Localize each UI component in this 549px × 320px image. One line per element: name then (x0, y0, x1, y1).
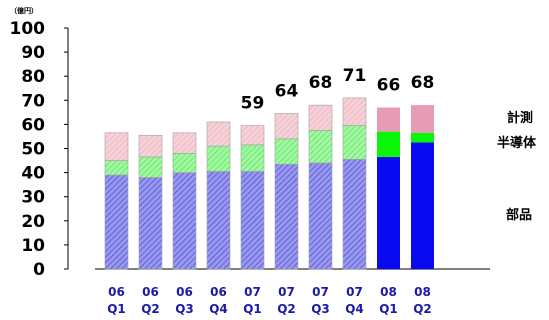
y-tick-label: 80 (21, 67, 45, 87)
bar-segment-parts (172, 172, 197, 270)
bar-segment-measurement (172, 132, 197, 154)
bar-segment-parts (377, 156, 400, 269)
bar-segment-semiconductor (274, 138, 299, 165)
bar-segment-measurement (308, 104, 333, 131)
total-labels: 59 64 68 71 66 68 (241, 66, 435, 114)
x-tick-label-year: 07 (346, 285, 363, 299)
bar-segment-parts (138, 177, 163, 270)
bar-segment-measurement (342, 97, 367, 126)
bar-segment-measurement (138, 134, 163, 158)
bar-segment-measurement (274, 113, 299, 140)
bar-segment-semiconductor (411, 132, 434, 143)
x-tick-label-year: 07 (278, 285, 295, 299)
bar-segment-semiconductor (240, 144, 265, 172)
y-tick-label: 30 (21, 188, 45, 208)
y-unit-label: （億円） (10, 6, 38, 15)
bar-segment-parts (104, 174, 129, 270)
bar-segment-measurement (104, 132, 129, 161)
y-tick-label: 0 (33, 260, 45, 280)
x-tick-label-quarter: Q3 (175, 302, 194, 316)
y-tick-labels: 0 10 20 30 40 50 60 70 80 90 100 (10, 19, 68, 280)
x-tick-label-quarter: Q1 (243, 302, 262, 316)
total-label: 68 (411, 73, 435, 93)
series-label-measurement: 計測 (507, 110, 533, 126)
x-tick-label-quarter: Q4 (345, 302, 364, 316)
total-label: 66 (377, 76, 401, 96)
x-tick-label-year: 06 (142, 285, 159, 299)
bar-segment-measurement (240, 125, 265, 146)
bar-segment-measurement (206, 121, 231, 147)
bar-segment-parts (274, 163, 299, 270)
total-label: 68 (309, 73, 333, 93)
bar-segment-parts (411, 142, 434, 269)
y-tick-label: 10 (21, 236, 45, 256)
bar-segment-semiconductor (308, 130, 333, 164)
bar-segment-semiconductor (342, 125, 367, 160)
bar-segment-parts (240, 171, 265, 270)
bar-segment-semiconductor (172, 153, 197, 173)
x-tick-labels: 06 Q1 06 Q2 06 Q3 06 Q4 07 Q1 07 Q2 07 Q3 07 Q4 08 Q1 08 Q2 (107, 285, 432, 316)
x-tick-label-quarter: Q2 (277, 302, 296, 316)
x-tick-label-year: 06 (108, 285, 125, 299)
x-tick-label-year: 06 (210, 285, 227, 299)
x-tick-label-year: 08 (414, 285, 431, 299)
x-tick-label-year: 07 (312, 285, 329, 299)
y-tick-label: 90 (21, 43, 45, 63)
bar-segment-parts (342, 159, 367, 270)
bar-segment-semiconductor (104, 160, 129, 176)
x-tick-label-quarter: Q4 (209, 302, 228, 316)
bar-segment-measurement (411, 105, 434, 133)
total-label: 71 (343, 66, 367, 86)
x-tick-label-quarter: Q1 (379, 302, 398, 316)
x-tick-label-quarter: Q3 (311, 302, 330, 316)
y-tick-label: 50 (21, 140, 45, 160)
y-tick-label: 70 (21, 91, 45, 111)
x-tick-label-year: 07 (244, 285, 261, 299)
bar-segment-semiconductor (377, 131, 400, 157)
y-tick-label: 100 (10, 19, 46, 39)
y-tick-label: 40 (21, 164, 45, 184)
x-tick-label-quarter: Q2 (141, 302, 160, 316)
series-label-semiconductor: 半導体 (497, 135, 537, 151)
bar-segment-semiconductor (138, 156, 163, 178)
bars (104, 97, 434, 270)
series-label-parts: 部品 (506, 207, 532, 223)
total-label: 64 (275, 82, 299, 102)
x-tick-label-quarter: Q2 (413, 302, 432, 316)
x-tick-label-quarter: Q1 (107, 302, 126, 316)
bar-segment-parts (308, 162, 333, 270)
y-tick-label: 60 (21, 115, 45, 135)
y-tick-label: 20 (21, 212, 45, 232)
x-tick-label-year: 08 (380, 285, 397, 299)
bar-segment-semiconductor (206, 145, 231, 172)
bar-segment-parts (206, 171, 231, 270)
x-tick-label-year: 06 (176, 285, 193, 299)
total-label: 59 (241, 94, 265, 114)
bar-segment-measurement (377, 107, 400, 132)
